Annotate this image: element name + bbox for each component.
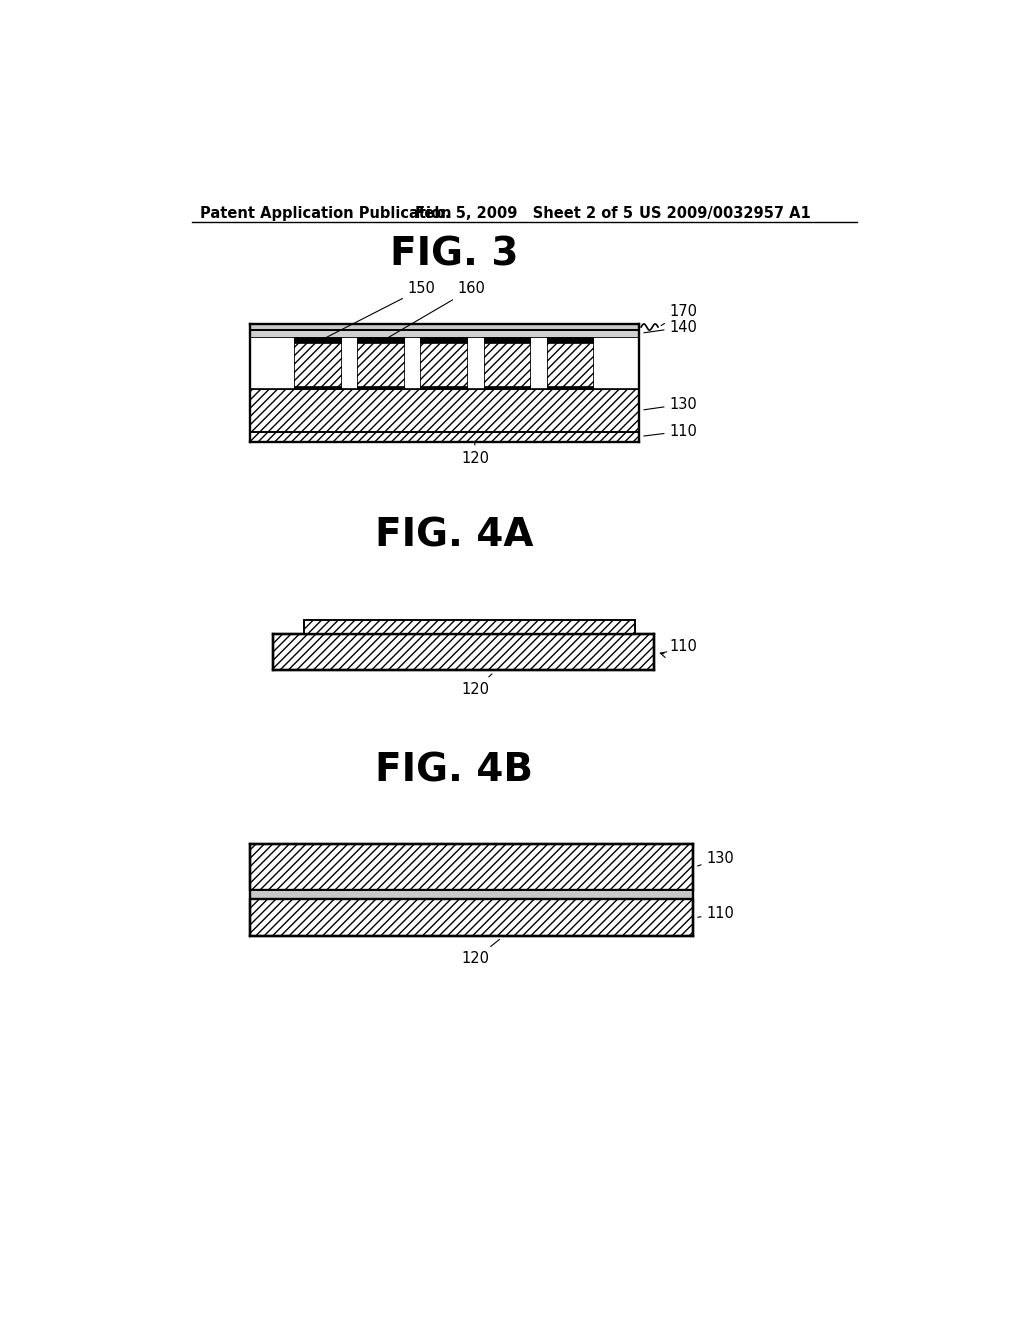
- Bar: [357, 338, 406, 389]
- Text: 120: 120: [462, 940, 500, 966]
- Text: Patent Application Publication: Patent Application Publication: [200, 206, 452, 222]
- Bar: [547, 338, 595, 389]
- Bar: [250, 890, 692, 899]
- Text: 160: 160: [384, 281, 485, 341]
- Text: 110: 110: [660, 639, 697, 657]
- Text: FIG. 4A: FIG. 4A: [375, 516, 534, 554]
- Bar: [342, 338, 357, 389]
- Bar: [547, 385, 595, 389]
- Bar: [468, 338, 483, 389]
- Bar: [250, 323, 639, 330]
- Bar: [421, 385, 468, 389]
- Text: 120: 120: [462, 444, 489, 466]
- Bar: [294, 338, 342, 343]
- Text: 110: 110: [697, 907, 734, 921]
- Bar: [406, 338, 421, 389]
- Text: 120: 120: [462, 675, 492, 697]
- Bar: [595, 338, 639, 389]
- Text: 130: 130: [644, 396, 697, 412]
- Bar: [250, 432, 639, 442]
- Bar: [250, 330, 639, 338]
- Bar: [250, 899, 692, 936]
- Bar: [250, 338, 294, 389]
- Text: 150: 150: [321, 281, 435, 341]
- Text: 130: 130: [697, 851, 734, 866]
- Text: 170: 170: [662, 304, 697, 326]
- Bar: [483, 338, 531, 389]
- Bar: [357, 338, 406, 343]
- Bar: [304, 620, 635, 635]
- Bar: [294, 338, 342, 389]
- Bar: [250, 389, 639, 432]
- Text: FIG. 4B: FIG. 4B: [375, 751, 532, 789]
- Bar: [531, 338, 547, 389]
- Text: US 2009/0032957 A1: US 2009/0032957 A1: [639, 206, 811, 222]
- Bar: [294, 385, 342, 389]
- Bar: [421, 338, 468, 343]
- Bar: [273, 635, 654, 671]
- Text: 140: 140: [644, 319, 697, 335]
- Text: 110: 110: [644, 424, 697, 438]
- Bar: [357, 385, 406, 389]
- Bar: [483, 338, 531, 343]
- Bar: [250, 843, 692, 890]
- Text: Feb. 5, 2009   Sheet 2 of 5: Feb. 5, 2009 Sheet 2 of 5: [416, 206, 634, 222]
- Bar: [547, 338, 595, 343]
- Bar: [421, 338, 468, 389]
- Text: FIG. 3: FIG. 3: [390, 235, 518, 273]
- Bar: [483, 385, 531, 389]
